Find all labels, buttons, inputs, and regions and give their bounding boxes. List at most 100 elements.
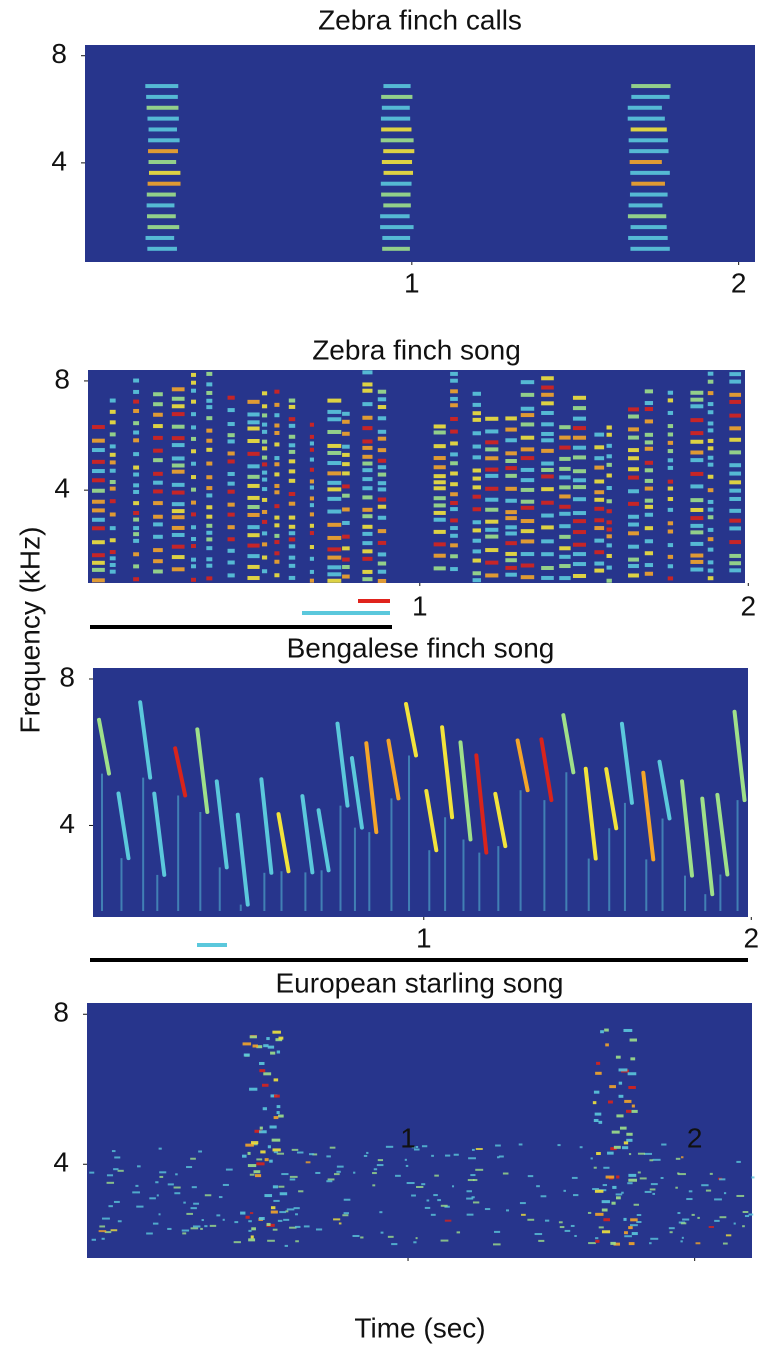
noise [540,1195,547,1198]
syllable [173,746,188,798]
syllable [206,514,213,519]
noise [366,1151,369,1154]
noise [649,1188,656,1191]
syllable [362,426,373,431]
syllable [227,537,235,542]
syllable [472,578,482,583]
noise [200,1227,203,1230]
noise [372,1172,377,1175]
syllable [707,568,714,573]
syllable [206,475,213,480]
burst [605,1175,615,1179]
syllable [472,507,482,512]
burst [250,1141,259,1145]
spectrogram [85,45,755,262]
noise [644,1152,653,1155]
burst [248,1238,256,1242]
syllable [327,555,342,560]
syllable [261,391,268,396]
syllable [362,402,373,407]
noise [181,1229,190,1232]
y-tick-label: 4 [53,1147,69,1178]
syllable [628,544,639,549]
harmonic [147,116,179,121]
syllable [309,503,314,508]
noise [637,1152,645,1155]
y-axis-label: Frequency (kHz) [14,527,45,734]
syllable [433,566,446,571]
syllable [485,560,499,565]
syllable [109,569,116,574]
syllable [206,505,213,510]
noise [573,1194,579,1197]
noise [252,1143,258,1146]
syllable [191,475,197,480]
syllable [386,738,401,801]
syllable [342,546,350,551]
noise [636,1214,642,1217]
syllable [707,462,714,467]
syllable [572,435,587,440]
syllable [707,402,714,407]
noise [494,1230,501,1233]
syllable [485,573,499,578]
syllable [707,560,714,565]
syllable [288,537,296,542]
syllable [628,501,639,506]
syllable [92,438,105,443]
harmonic [145,84,179,89]
noise [411,1146,416,1149]
syllable [206,486,213,491]
syllable [109,398,116,403]
syllable [153,534,163,539]
syllable [520,406,535,411]
syllable [227,395,235,400]
syllable [559,576,571,581]
noise [680,1222,687,1225]
syllable [450,396,458,401]
syllable [628,564,639,569]
syllable [541,385,554,390]
syllable [309,485,314,490]
syllable [707,371,714,376]
syllable [309,447,314,452]
noise [636,1221,642,1224]
noise [352,1234,360,1237]
noise [650,1237,659,1240]
syllable [505,486,517,491]
syllable [377,569,387,574]
harmonic [383,203,411,208]
syllable [594,526,605,531]
syllable [628,522,639,527]
syllable [288,398,296,403]
x-tick-label: 2 [740,590,756,621]
syllable [606,578,612,583]
syllable [274,389,280,394]
syllable [450,543,458,548]
syllable [541,467,554,472]
syllable [433,503,446,508]
syllable [539,737,554,803]
syllable [377,529,387,534]
syllable [133,378,140,383]
burst [273,1078,279,1082]
noise [681,1236,684,1239]
syllable [644,551,654,556]
noise [649,1242,652,1245]
syllable [450,507,458,512]
noise [644,1190,652,1193]
syllable [707,499,714,504]
syllable [191,412,197,417]
syllable [288,531,296,536]
syllable [485,548,499,553]
syllable [153,424,163,429]
syllable [309,556,314,561]
syllable [433,474,446,479]
noise [430,1213,436,1216]
noise [680,1156,684,1159]
syllable [327,398,342,403]
syllable [377,561,387,566]
syllable [327,496,342,501]
syllable [109,480,116,485]
burst [609,1085,616,1089]
